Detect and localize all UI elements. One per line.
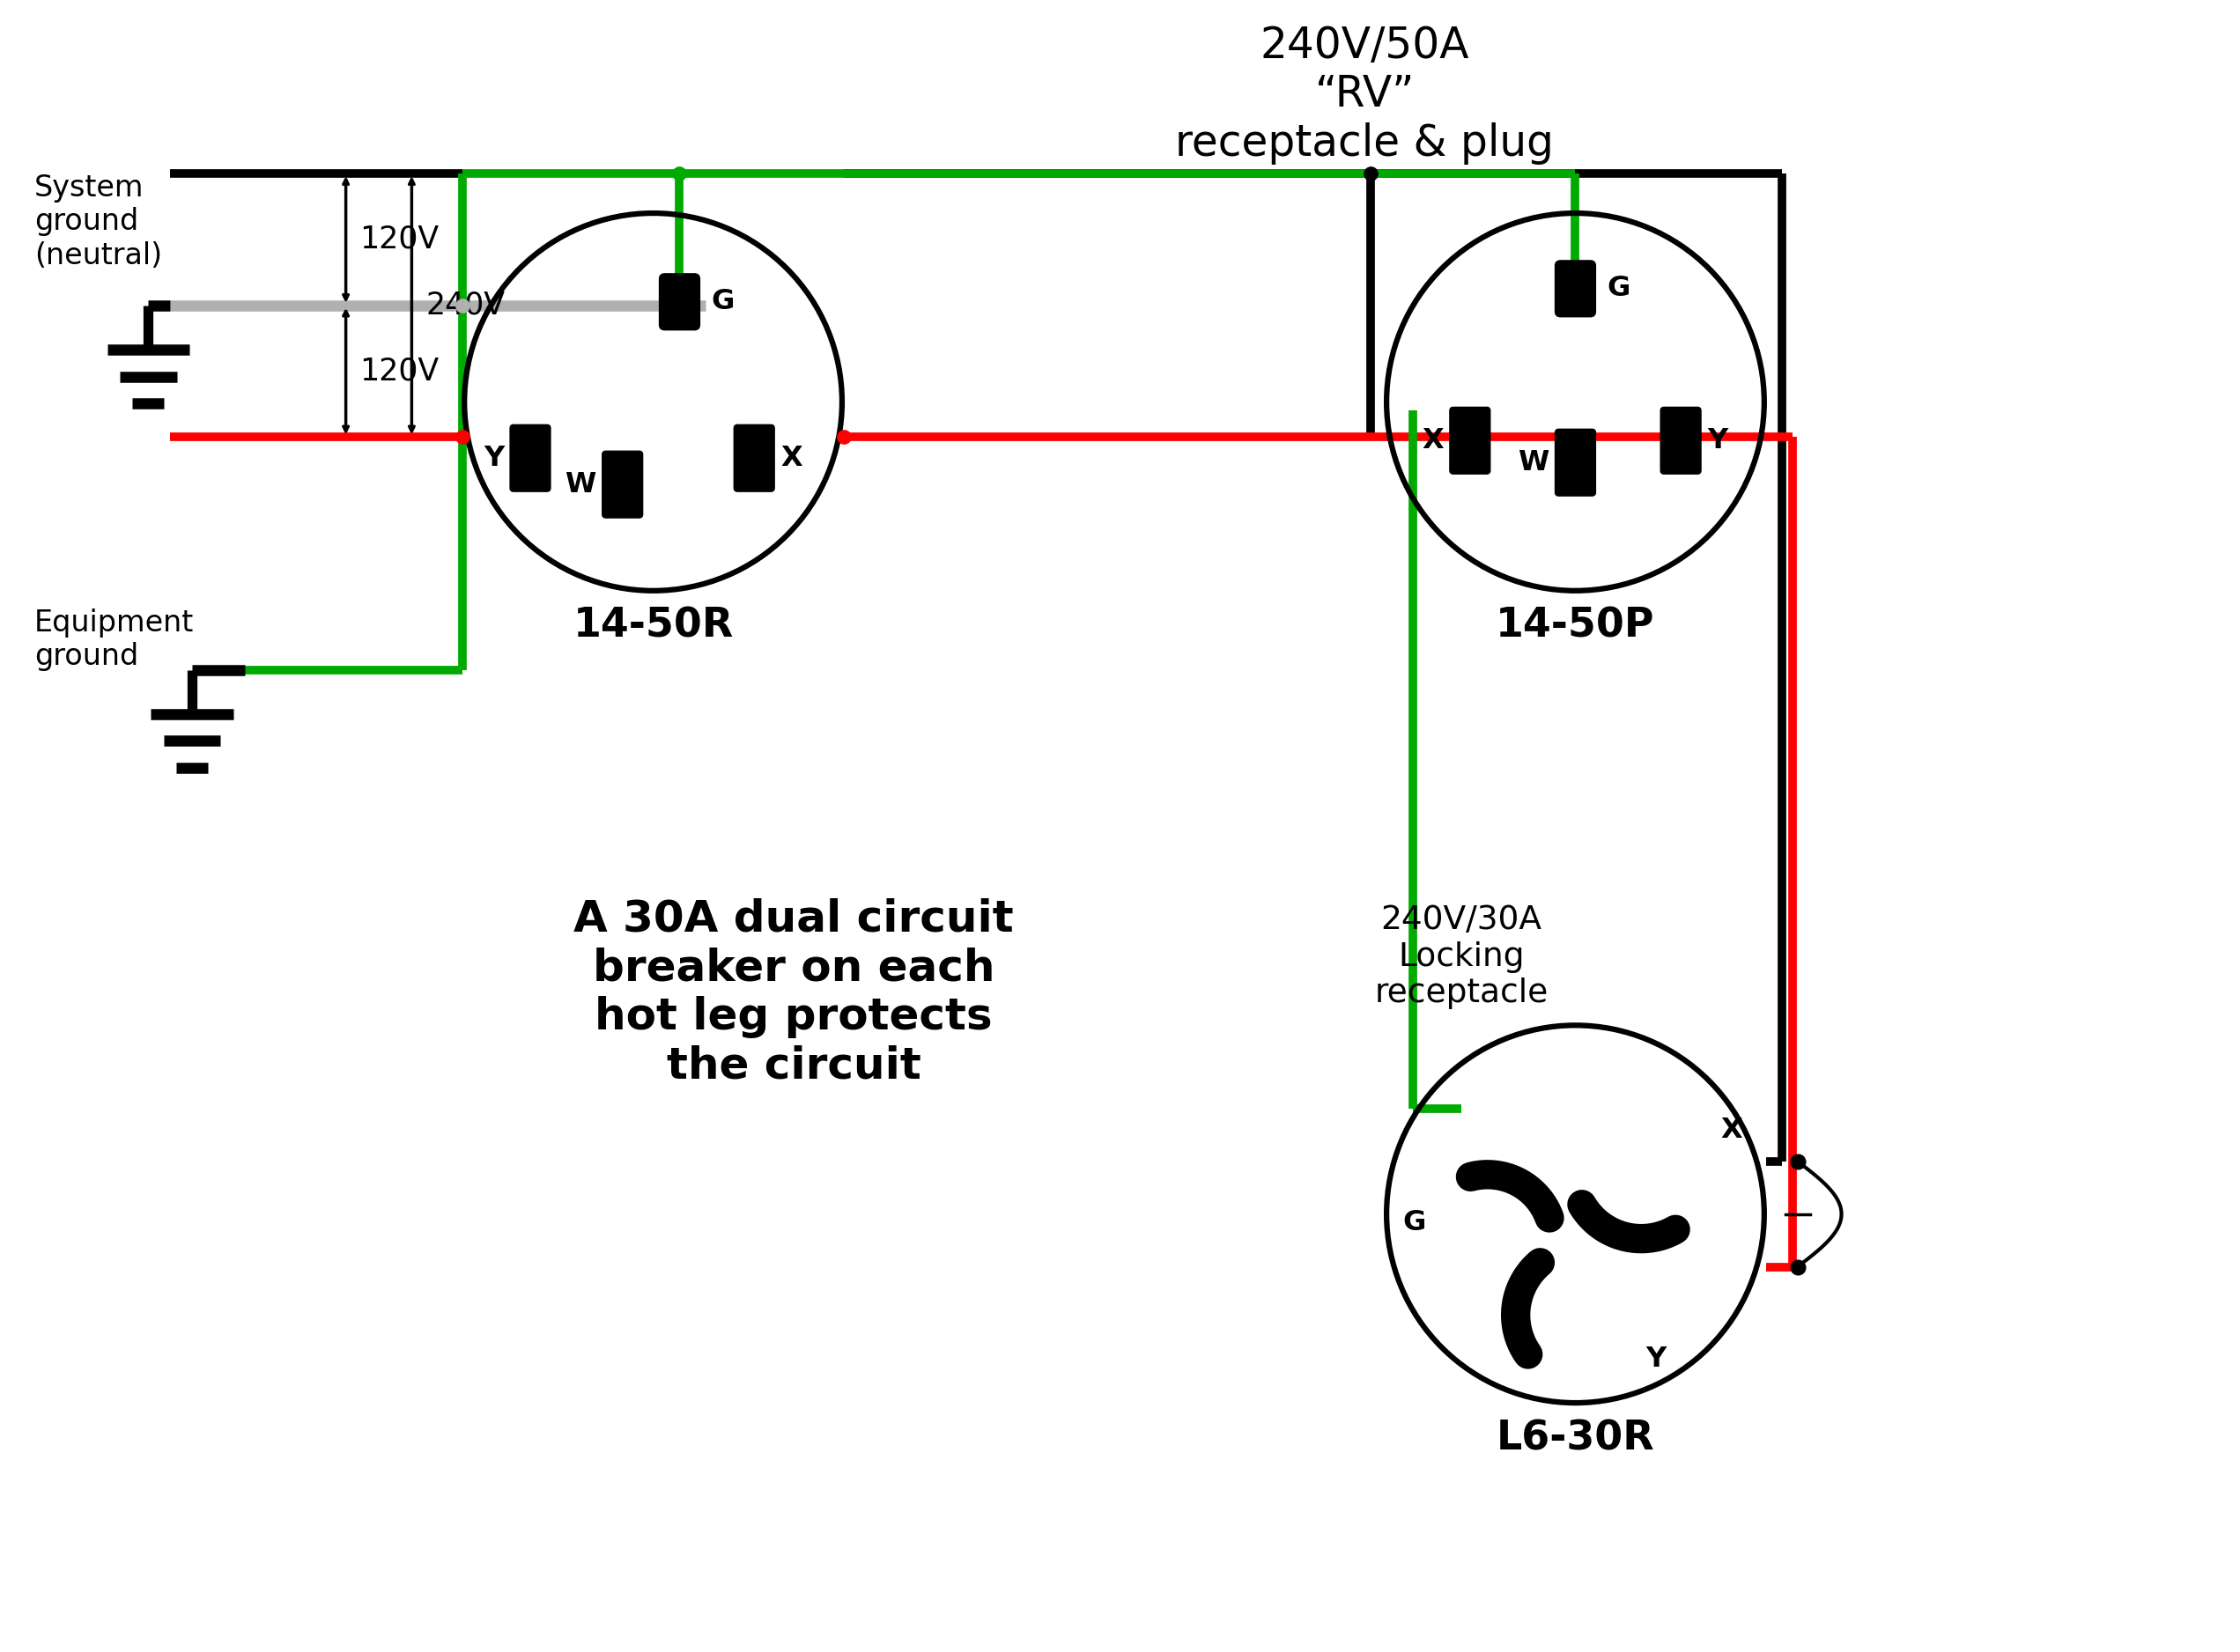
Text: 240V/30A
Locking
receptacle: 240V/30A Locking receptacle bbox=[1375, 905, 1548, 1009]
Text: G: G bbox=[1606, 274, 1631, 302]
Text: X: X bbox=[1422, 426, 1443, 454]
Text: G: G bbox=[1402, 1209, 1427, 1236]
Text: 14-50P: 14-50P bbox=[1496, 606, 1655, 646]
Text: 240V: 240V bbox=[426, 291, 504, 320]
Text: Equipment
ground: Equipment ground bbox=[34, 608, 193, 671]
Text: X: X bbox=[1720, 1117, 1743, 1145]
Text: W: W bbox=[1519, 449, 1550, 476]
Text: A 30A dual circuit
breaker on each
hot leg protects
the circuit: A 30A dual circuit breaker on each hot l… bbox=[573, 899, 1015, 1087]
FancyBboxPatch shape bbox=[1555, 430, 1595, 496]
FancyBboxPatch shape bbox=[659, 274, 699, 330]
FancyBboxPatch shape bbox=[735, 425, 775, 492]
FancyBboxPatch shape bbox=[1449, 406, 1490, 474]
FancyBboxPatch shape bbox=[603, 451, 643, 517]
Text: Y: Y bbox=[1646, 1345, 1667, 1373]
FancyBboxPatch shape bbox=[1555, 261, 1595, 317]
Text: W: W bbox=[564, 471, 596, 499]
Text: System
ground
(neutral): System ground (neutral) bbox=[34, 173, 161, 269]
Text: Y: Y bbox=[1707, 426, 1727, 454]
Text: 120V: 120V bbox=[361, 225, 439, 254]
Text: 14-50R: 14-50R bbox=[573, 606, 732, 646]
Text: 120V: 120V bbox=[361, 357, 439, 387]
Text: Y: Y bbox=[484, 444, 504, 472]
Text: G: G bbox=[710, 287, 735, 316]
Text: X: X bbox=[780, 444, 802, 472]
Text: 240V/50A
“RV”
receptacle & plug: 240V/50A “RV” receptacle & plug bbox=[1176, 25, 1555, 165]
Text: L6-30R: L6-30R bbox=[1496, 1419, 1655, 1459]
FancyBboxPatch shape bbox=[1660, 406, 1700, 474]
FancyBboxPatch shape bbox=[511, 425, 551, 492]
